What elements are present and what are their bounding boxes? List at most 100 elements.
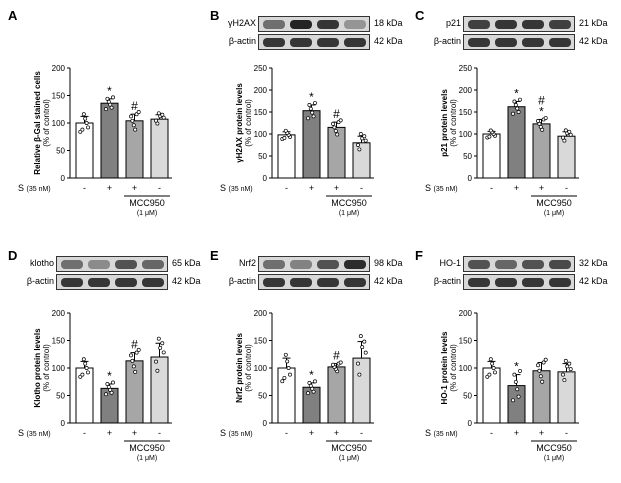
significance-marker: #: [131, 338, 138, 352]
data-point: [363, 138, 368, 143]
blot-protein-label: β-actin: [228, 36, 256, 46]
blot-band: [522, 278, 544, 287]
y-tick-label: 200: [254, 309, 268, 318]
bar-2: [302, 386, 321, 424]
y-tick-label: 200: [254, 86, 268, 95]
data-point: [561, 135, 565, 140]
inhibitor-label: MCC950: [129, 443, 165, 453]
data-point: [161, 350, 166, 355]
y-axis-label: γH2AX protein levels(% of control): [235, 83, 253, 163]
treatment-sign: -: [490, 183, 493, 193]
y-tick-label: 0: [263, 174, 268, 183]
data-point: [282, 136, 287, 140]
data-point: [335, 132, 340, 137]
y-axis-label-line: (% of control): [449, 344, 458, 392]
data-point: [306, 116, 310, 121]
data-point: [111, 95, 115, 100]
significance-marker: *: [107, 84, 112, 98]
y-tick-label: 150: [459, 337, 473, 346]
blot-band: [317, 38, 339, 47]
inhibitor-dose: (1 μM): [137, 455, 157, 462]
data-point: [154, 118, 158, 123]
blot-band: [344, 38, 366, 47]
y-axis-label-line: (% of control): [42, 99, 51, 147]
treatment-sign: -: [285, 428, 288, 438]
y-tick-label: 50: [56, 147, 65, 156]
blot-kda-label: 42 kDa: [374, 276, 403, 286]
blot-band: [317, 20, 339, 29]
data-point: [333, 128, 338, 133]
inhibitor-dose: (1 μM): [544, 455, 564, 462]
data-point: [307, 380, 312, 385]
blot-band: [495, 38, 517, 47]
blot-band: [495, 278, 517, 287]
data-point: [512, 99, 517, 104]
data-point: [283, 128, 288, 133]
y-tick-label: 200: [52, 64, 66, 73]
bar-4: [150, 118, 169, 179]
data-point: [155, 368, 160, 373]
y-tick-label: 150: [52, 337, 66, 346]
blot-band: [290, 278, 312, 287]
blot-band: [495, 20, 517, 29]
bar-1: [277, 367, 296, 424]
data-point: [156, 336, 161, 341]
data-point: [133, 127, 138, 132]
blot-kda-label: 21 kDa: [579, 18, 608, 28]
inhibitor-label: MCC950: [536, 198, 572, 208]
data-point: [286, 366, 291, 370]
data-point: [84, 121, 89, 125]
blot-kda-label: 42 kDa: [579, 36, 608, 46]
y-tick-label: 50: [258, 152, 267, 161]
bar-1: [277, 134, 296, 179]
data-point: [356, 143, 360, 147]
treatment-name: S: [220, 428, 229, 438]
bar-chart: 0 50 100 150 200 Klotho protein levels(% of c…: [18, 309, 172, 462]
data-point: [134, 350, 139, 355]
western-blot-strip: [463, 16, 575, 32]
western-blot-strip: [258, 274, 370, 290]
significance-marker: *: [539, 104, 544, 118]
treatment-dose: (35 nM): [229, 186, 253, 193]
blot-kda-label: 32 kDa: [579, 258, 608, 268]
significance-marker: *: [309, 90, 314, 104]
data-point: [288, 372, 292, 377]
y-tick-label: 50: [463, 392, 472, 401]
data-point: [338, 360, 343, 365]
treatment-sign: -: [158, 428, 161, 438]
data-point: [491, 366, 496, 370]
treatment-dose: (35 nM): [434, 431, 458, 438]
data-point: [487, 134, 492, 139]
y-axis-label: HO-1 protein levels(% of control): [440, 331, 458, 404]
data-point: [313, 379, 317, 384]
data-point: [536, 363, 540, 368]
treatment-sign: +: [309, 183, 314, 193]
bar-chart: 0 50 100 150 200 Nrf2 protein levels(% of con…: [220, 309, 374, 462]
y-axis-label: p21 protein levels(% of control): [440, 89, 458, 157]
y-axis-label-line: (% of control): [244, 344, 253, 392]
data-point: [543, 116, 548, 120]
data-point: [105, 96, 110, 101]
treatment-sign: -: [83, 428, 86, 438]
data-point: [561, 372, 565, 377]
blot-band: [61, 260, 83, 269]
blot-band: [468, 278, 490, 287]
data-point: [516, 394, 521, 399]
blot-band: [317, 278, 339, 287]
y-tick-label: 0: [263, 419, 268, 428]
data-point: [562, 378, 567, 383]
data-point: [81, 112, 86, 117]
y-axis-label-line: (% of control): [244, 99, 253, 147]
data-point: [130, 358, 135, 363]
data-point: [488, 128, 493, 133]
blot-kda-label: 65 kDa: [172, 258, 201, 268]
blot-band: [290, 260, 312, 269]
data-point: [131, 364, 136, 369]
data-point: [362, 134, 367, 139]
treatment-name: S: [220, 183, 229, 193]
blot-band: [549, 278, 571, 287]
blot-band: [468, 20, 490, 29]
data-point: [511, 398, 515, 403]
treatment-sign: +: [334, 183, 339, 193]
